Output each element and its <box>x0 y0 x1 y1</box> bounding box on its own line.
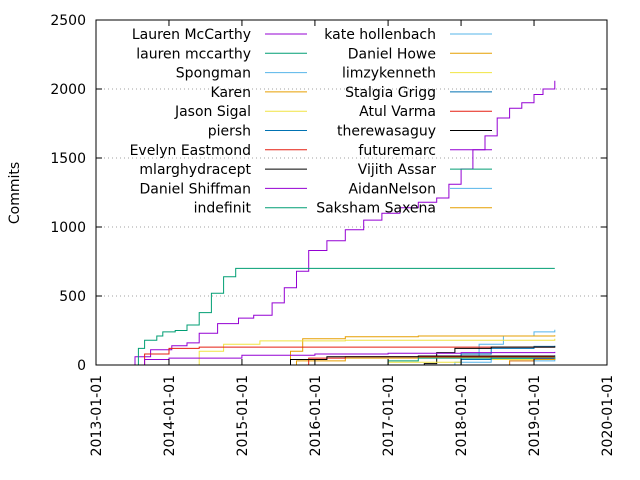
y-axis-label: Commits <box>7 162 23 224</box>
legend-entry: Daniel Howe <box>348 46 492 62</box>
legend-label: Stalgia Grigg <box>345 85 436 101</box>
series-line-15 <box>272 355 555 366</box>
series-line-7 <box>388 346 556 366</box>
x-tick-label: 2013-01-01 <box>89 375 105 456</box>
legend-label: Vijith Assar <box>358 162 436 178</box>
legend-label: AidanNelson <box>348 181 436 197</box>
legend-entry: Vijith Assar <box>358 162 492 178</box>
legend-entry: Lauren McCarthy <box>132 27 307 43</box>
x-tick-label: 2016-01-01 <box>308 375 324 456</box>
legend-label: lauren mccarthy <box>136 46 251 62</box>
legend-label: Daniel Howe <box>348 46 436 62</box>
y-tick-label: 2500 <box>50 13 86 29</box>
legend-entry: Spongman <box>176 66 307 82</box>
x-tick-label: 2018-01-01 <box>454 375 470 456</box>
legend-label: limzykenneth <box>342 66 436 82</box>
series-line-8 <box>126 351 556 366</box>
legend-label: kate hollenbach <box>324 27 436 43</box>
legend-entry: indefinit <box>194 201 307 217</box>
legend-entry: AidanNelson <box>348 181 492 197</box>
legend-label: Spongman <box>176 66 251 82</box>
legend-entry: lauren mccarthy <box>136 46 307 62</box>
legend-entry: Evelyn Eastmond <box>130 143 307 159</box>
legend-entry: Jason Sigal <box>174 104 307 120</box>
legend-entry: Karen <box>211 85 307 101</box>
legend-layer: Lauren McCarthy lauren mccarthy Spongman Ka… <box>130 27 492 217</box>
series-line-0 <box>126 80 556 366</box>
legend-label: piersh <box>208 124 251 140</box>
legend-label: Saksham Saxena <box>316 201 436 217</box>
legend-label: indefinit <box>194 201 252 217</box>
x-tick-label: 2017-01-01 <box>381 375 397 456</box>
x-tick-label: 2019-01-01 <box>527 375 543 456</box>
plot-frame <box>95 19 608 366</box>
legend-entry: Saksham Saxena <box>316 201 492 217</box>
legend-entry: piersh <box>208 124 307 140</box>
legend-entry: therewasaguy <box>337 124 492 140</box>
legend-label: Atul Varma <box>359 104 436 120</box>
x-tick-label: 2020-01-01 <box>600 375 616 456</box>
legend-entry: mlarghydracept <box>139 162 307 178</box>
legend-entry: Daniel Shiffman <box>140 181 307 197</box>
legend-label: Karen <box>211 85 251 101</box>
y-tick-label: 1000 <box>50 220 86 236</box>
legend-entry: limzykenneth <box>342 66 492 82</box>
legend-label: therewasaguy <box>337 124 436 140</box>
series-line-9 <box>132 267 555 366</box>
legend-label: Jason Sigal <box>174 104 251 120</box>
legend-label: Lauren McCarthy <box>132 27 251 43</box>
x-tick-label: 2015-01-01 <box>235 375 251 456</box>
legend-label: Evelyn Eastmond <box>130 143 251 159</box>
y-tick-label: 2000 <box>50 82 86 98</box>
legend-label: Daniel Shiffman <box>140 181 251 197</box>
legend-entry: Stalgia Grigg <box>345 85 492 101</box>
legend-entry: Atul Varma <box>359 104 492 120</box>
legend-entry: kate hollenbach <box>324 27 492 43</box>
y-tick-label: 500 <box>59 289 86 305</box>
y-tick-label: 1500 <box>50 151 86 167</box>
y-tick-label: 0 <box>77 358 86 374</box>
axis-layer: 0 500 1000 1500 2000 2500 2013-01-01 2014-01-01… <box>50 13 616 456</box>
series-line-4 <box>180 338 556 366</box>
legend-label: futuremarc <box>358 143 436 159</box>
legend-entry: futuremarc <box>358 143 492 159</box>
legend-label: mlarghydracept <box>139 162 251 178</box>
x-tick-label: 2014-01-01 <box>162 375 178 456</box>
